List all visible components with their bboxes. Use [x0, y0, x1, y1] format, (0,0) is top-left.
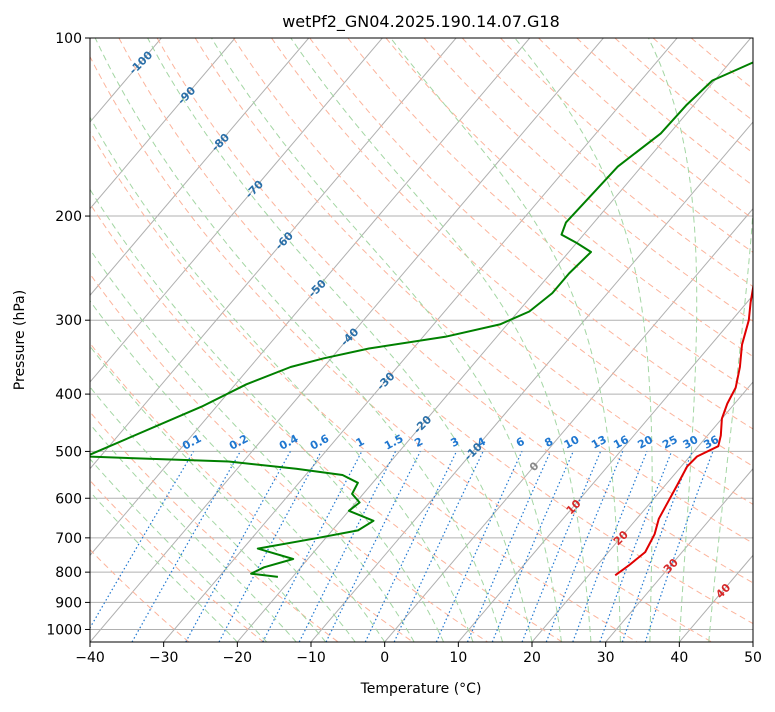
x-tick-label: −20: [223, 650, 253, 666]
x-tick-label: 50: [744, 650, 762, 666]
y-tick-label: 600: [55, 491, 82, 507]
x-tick-label: 10: [449, 650, 467, 666]
y-tick-label: 900: [55, 595, 82, 611]
x-tick-label: 0: [380, 650, 389, 666]
y-tick-label: 500: [55, 444, 82, 460]
y-axis-label: Pressure (hPa): [12, 290, 28, 390]
x-tick-label: 30: [597, 650, 615, 666]
y-tick-label: 700: [55, 531, 82, 547]
x-tick-label: −10: [296, 650, 326, 666]
y-tick-label: 300: [55, 313, 82, 329]
x-axis-label: Temperature (°C): [360, 681, 482, 697]
y-tick-label: 400: [55, 387, 82, 403]
x-tick-label: 20: [523, 650, 541, 666]
chart-title: wetPf2_GN04.2025.190.14.07.G18: [282, 12, 560, 32]
x-tick-label: −40: [75, 650, 105, 666]
y-tick-label: 800: [55, 565, 82, 581]
y-tick-label: 100: [55, 31, 82, 47]
y-tick-label: 200: [55, 209, 82, 225]
x-tick-label: 40: [670, 650, 688, 666]
y-tick-label: 1000: [46, 622, 82, 638]
x-tick-label: −30: [149, 650, 179, 666]
